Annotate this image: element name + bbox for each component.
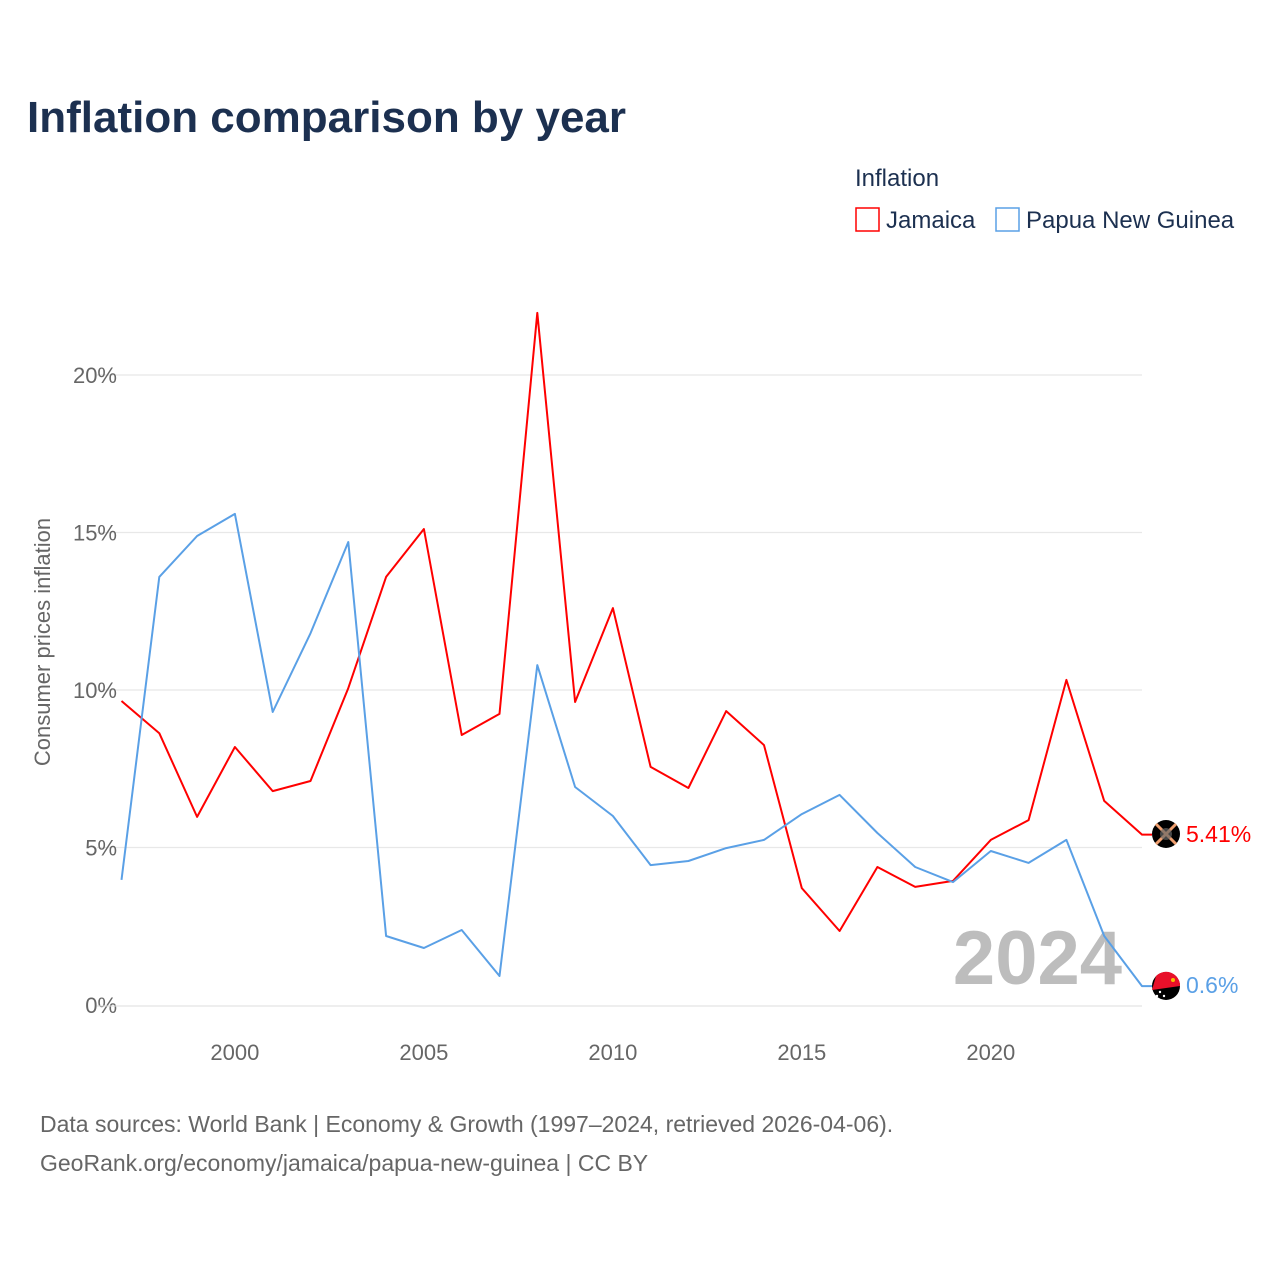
x-tick-label: 2020 <box>966 1040 1015 1065</box>
gridlines <box>97 374 1142 849</box>
source-line-2[interactable]: GeoRank.org/economy/jamaica/papua-new-gu… <box>40 1150 648 1176</box>
series-line-papua-new-guinea <box>120 512 1152 988</box>
x-tick-label: 2010 <box>588 1040 637 1065</box>
x-tick-label: 2005 <box>399 1040 448 1065</box>
year-watermark: 2024 <box>953 916 1122 1001</box>
y-axis-label: Consumer prices inflation <box>30 518 55 766</box>
legend-title: Inflation <box>855 165 939 192</box>
series-lines <box>120 311 1152 988</box>
x-axis-ticks: 2000 2005 2010 2015 2020 <box>210 1040 1015 1065</box>
y-tick-label: 20% <box>73 363 117 388</box>
flag-png-marker <box>1152 971 1181 1000</box>
legend-label-jamaica[interactable]: Jamaica <box>886 207 976 234</box>
chart-title: Inflation comparison by year <box>27 93 626 142</box>
x-tick-label: 2015 <box>777 1040 826 1065</box>
legend-label-png[interactable]: Papua New Guinea <box>1026 207 1235 234</box>
source-line-1: Data sources: World Bank | Economy & Gro… <box>40 1111 893 1137</box>
y-tick-label: 10% <box>73 678 117 703</box>
legend: Inflation Jamaica Papua New Guinea <box>855 165 1235 234</box>
series-line-jamaica <box>120 311 1152 932</box>
legend-swatch-png[interactable] <box>995 207 1020 232</box>
flag-jamaica-marker <box>1152 820 1180 848</box>
end-label-png: 0.6% <box>1186 972 1238 998</box>
y-axis-ticks: 0%5%10%15%20% <box>73 363 117 1018</box>
legend-swatch-jamaica[interactable] <box>855 207 880 232</box>
y-tick-label: 5% <box>85 836 117 861</box>
end-label-jamaica: 5.41% <box>1186 821 1251 847</box>
y-tick-label: 15% <box>73 521 117 546</box>
x-tick-label: 2000 <box>210 1040 259 1065</box>
